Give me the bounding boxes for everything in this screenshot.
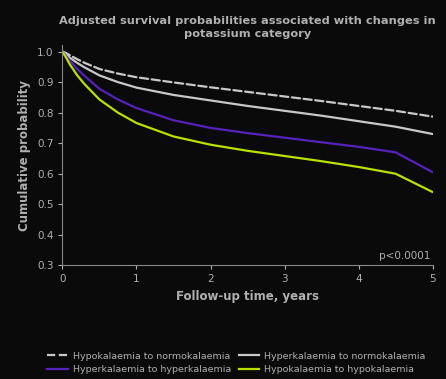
X-axis label: Follow-up time, years: Follow-up time, years	[176, 290, 319, 303]
Text: p<0.0001: p<0.0001	[379, 251, 430, 262]
Title: Adjusted survival probabilities associated with changes in
potassium category: Adjusted survival probabilities associat…	[59, 16, 436, 39]
Y-axis label: Cumulative probability: Cumulative probability	[18, 80, 31, 231]
Legend: Hypokalaemia to normokalaemia, Hyperkalaemia to hyperkalaemia, Hyperkalaemia to : Hypokalaemia to normokalaemia, Hyperkala…	[47, 352, 425, 374]
